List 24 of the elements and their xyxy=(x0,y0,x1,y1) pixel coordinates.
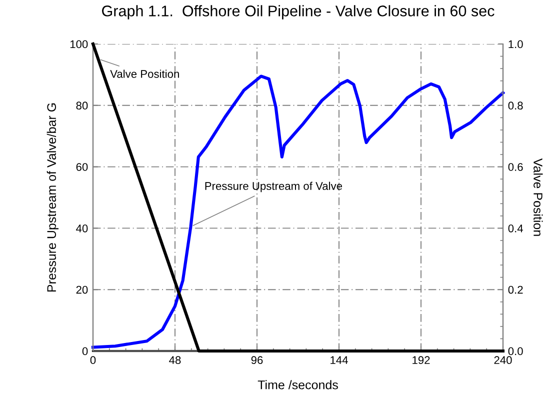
x-tick-label: 192 xyxy=(412,356,430,364)
y-tick-label: 40 xyxy=(76,224,88,232)
x-tick-label: 240 xyxy=(494,356,512,364)
y2-tick-label: 1.0 xyxy=(508,40,523,48)
y-tick-label: 0 xyxy=(82,347,88,356)
y2-tick-label: 0.0 xyxy=(508,347,523,356)
y2-tick-label: 0.4 xyxy=(508,224,523,232)
y2-tick-label: 0.6 xyxy=(508,163,523,171)
x-tick-label: 48 xyxy=(169,356,181,364)
y-axis-title: Pressure Upstream of Valve/bar G xyxy=(46,103,58,292)
y-tick-label: 100 xyxy=(70,40,88,48)
chart-title: Graph 1.1. Offshore Oil Pipeline - Valve Closure in 60 sec xyxy=(102,5,494,20)
series-label: Pressure Upstream of Valve xyxy=(205,182,342,192)
x-tick-label: 0 xyxy=(90,356,96,364)
y2-axis-title: Valve Position xyxy=(534,158,543,236)
y-tick-label: 20 xyxy=(76,286,88,294)
x-axis-title: Time /seconds xyxy=(258,380,338,390)
y2-tick-label: 0.2 xyxy=(508,286,523,294)
x-tick-label: 96 xyxy=(251,356,263,364)
y-tick-label: 80 xyxy=(76,102,88,110)
y-tick-label: 60 xyxy=(76,163,88,171)
x-tick-label: 144 xyxy=(330,356,348,364)
y2-tick-label: 0.8 xyxy=(508,102,523,110)
series-label: Valve Position xyxy=(110,70,179,78)
